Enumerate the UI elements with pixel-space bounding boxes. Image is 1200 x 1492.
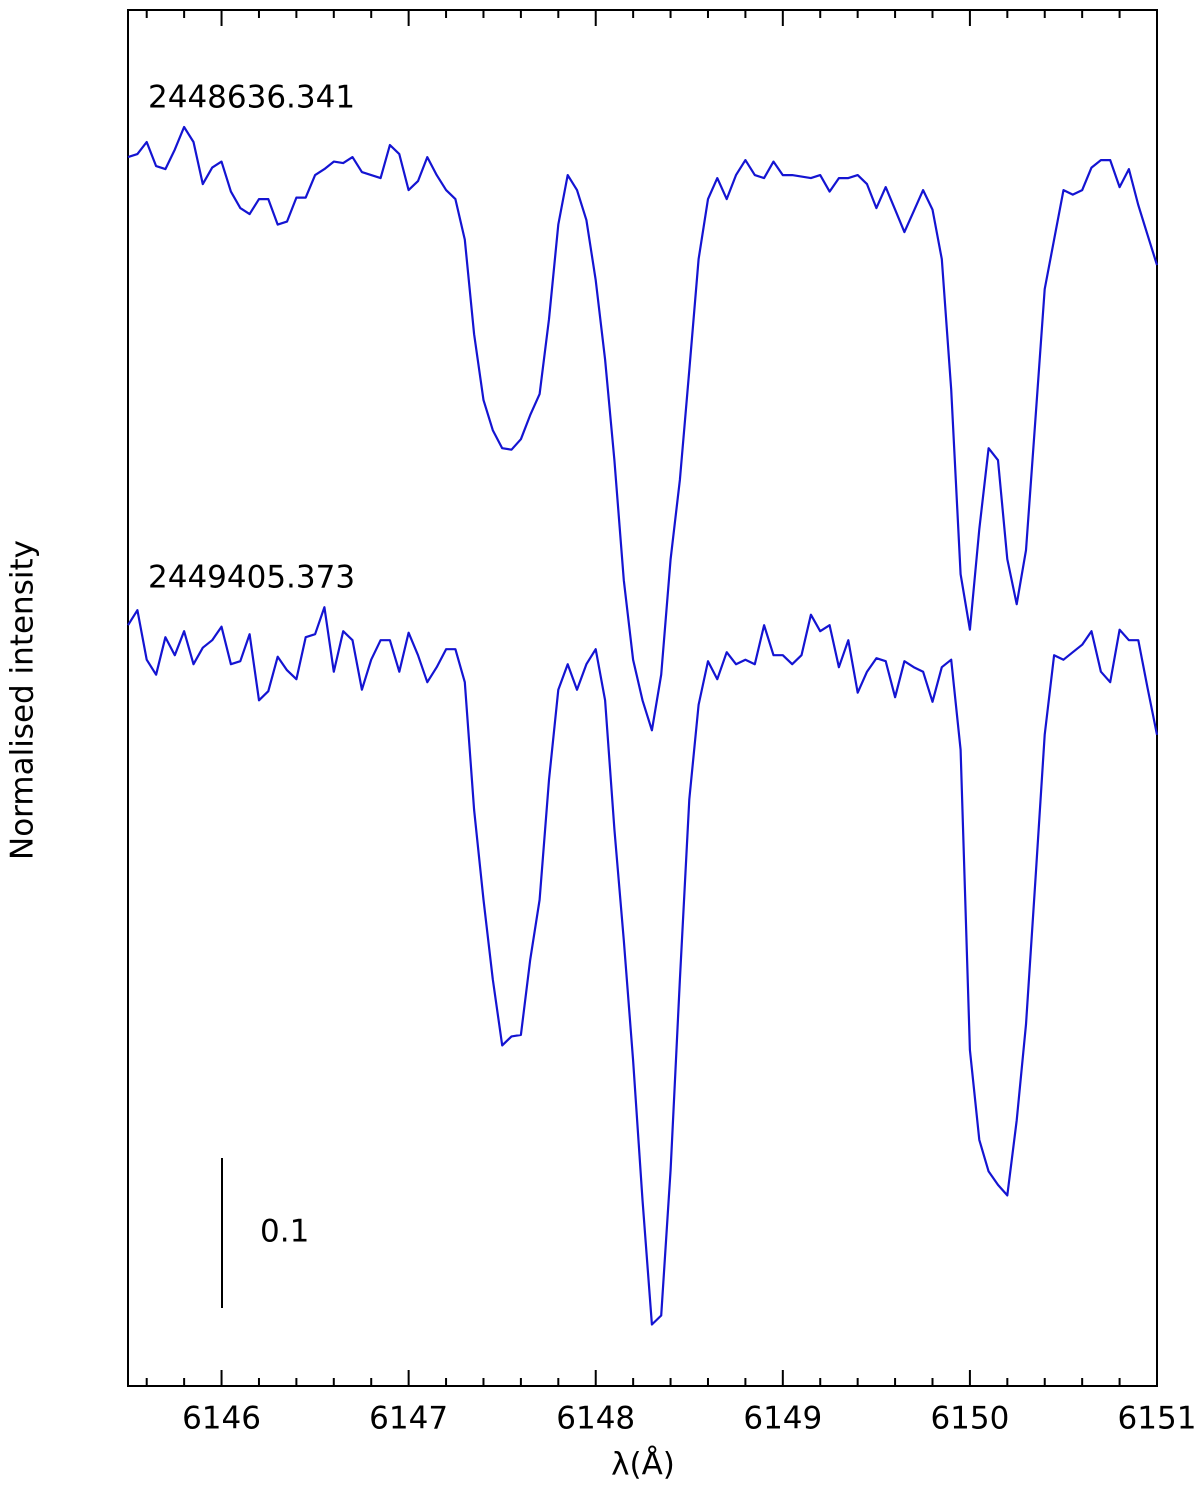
x-tick-label: 6149: [743, 1401, 822, 1437]
x-tick-label: 6148: [556, 1401, 635, 1437]
x-tick-label: 6150: [930, 1401, 1009, 1437]
x-tick-label: 6151: [1118, 1401, 1197, 1437]
x-tick-label: 6146: [182, 1401, 261, 1437]
x-tick-label: 6147: [369, 1401, 448, 1437]
plot-frame: [127, 9, 1158, 1387]
series-label: 2449405.373: [148, 560, 355, 596]
y-axis-label: Normalised intensity: [5, 540, 41, 860]
x-axis-label: λ(Å): [611, 1447, 675, 1483]
scale-bar-label: 0.1: [260, 1213, 309, 1249]
spectrum-line: [127, 125, 1159, 732]
series-label: 2448636.341: [148, 80, 355, 116]
spectrum-line: [127, 606, 1159, 1326]
